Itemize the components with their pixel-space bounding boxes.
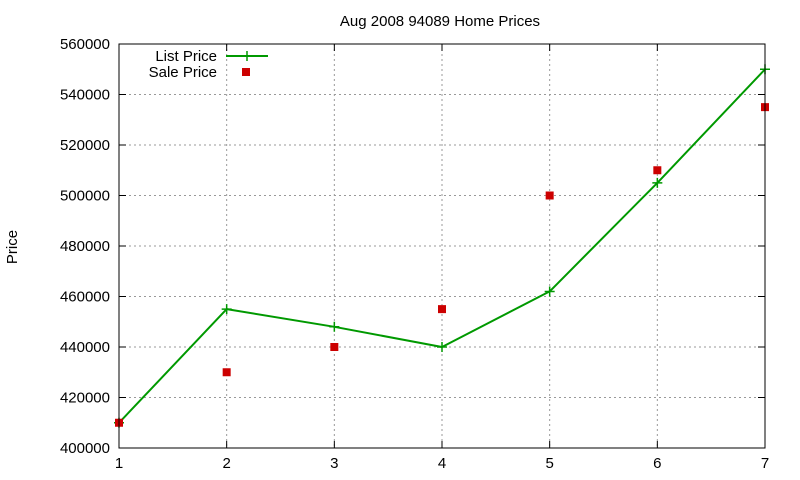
axis-ticks: 400000 420000 440000 460000 480000 500000 5200… [60, 36, 769, 472]
sale-price-point [653, 166, 662, 175]
y-tick-label: 560000 [60, 36, 110, 53]
x-tick-label: 6 [653, 455, 661, 472]
grid [119, 44, 765, 448]
sale-price-point [438, 305, 446, 314]
x-tick-label: 2 [222, 455, 230, 472]
x-tick-label: 7 [761, 455, 769, 472]
list-price-point [544, 286, 555, 297]
list-price-point [221, 304, 232, 315]
sale-price-point [222, 368, 231, 377]
list-price-point [329, 321, 340, 332]
y-tick-label: 400000 [60, 440, 110, 457]
legend-label-list-price: List Price [155, 48, 217, 65]
x-tick-label: 5 [545, 455, 553, 472]
legend-label-sale-price: Sale Price [149, 64, 217, 81]
y-tick-label: 440000 [60, 339, 110, 356]
sale-price-point [545, 191, 554, 200]
x-tick-label: 1 [115, 455, 123, 472]
plot-frame [118, 43, 766, 449]
legend-marker-list-price [242, 51, 252, 61]
y-tick-label: 420000 [60, 390, 110, 407]
y-tick-label: 500000 [60, 188, 110, 205]
y-tick-label: 460000 [60, 289, 110, 306]
list-price-point [437, 342, 447, 352]
y-axis-label: Price [4, 230, 21, 264]
list-price-point [652, 177, 663, 188]
legend: List Price Sale Price [149, 48, 268, 81]
x-tick-label: 3 [330, 455, 338, 472]
legend-marker-sale-price [242, 68, 250, 76]
sale-price-point [330, 343, 339, 351]
y-tick-label: 540000 [60, 87, 110, 104]
y-tick-label: 480000 [60, 238, 110, 255]
x-tick-label: 4 [438, 455, 446, 472]
y-tick-label: 520000 [60, 137, 110, 154]
chart-title: Aug 2008 94089 Home Prices [340, 13, 540, 30]
